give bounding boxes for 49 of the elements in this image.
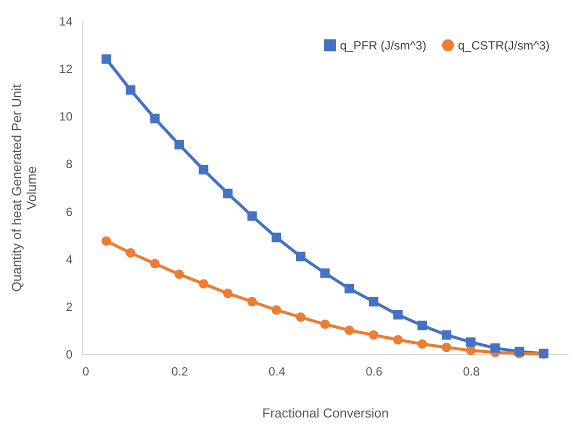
point bbox=[442, 342, 452, 352]
point bbox=[126, 85, 136, 95]
x-tick-label: 0.6 bbox=[366, 364, 383, 378]
y-tick-label: 14 bbox=[59, 14, 73, 28]
point bbox=[102, 236, 112, 246]
point bbox=[368, 296, 378, 306]
point bbox=[174, 270, 184, 280]
point bbox=[296, 252, 306, 262]
x-tick-label: 0.4 bbox=[268, 364, 286, 378]
point bbox=[272, 305, 282, 315]
point bbox=[223, 188, 233, 198]
y-tick-label: 12 bbox=[59, 62, 73, 76]
y-tick-label: 0 bbox=[66, 348, 73, 362]
point bbox=[393, 334, 403, 344]
x-tick-label: 0.2 bbox=[171, 364, 188, 378]
y-axis-title: Quantity of heat Generated Per Unit Volume bbox=[9, 84, 40, 292]
y-tick-label: 4 bbox=[66, 252, 73, 266]
point bbox=[174, 140, 184, 150]
legend-label: q_CSTR(J/sm^3) bbox=[458, 38, 550, 52]
point bbox=[344, 284, 354, 294]
x-tick-label: 0.8 bbox=[462, 364, 480, 378]
y-tick-label: 6 bbox=[66, 204, 73, 219]
legend-label: q_PFR (J/sm^3) bbox=[340, 38, 426, 52]
point bbox=[150, 258, 160, 268]
point bbox=[466, 337, 476, 347]
point bbox=[296, 312, 306, 322]
point bbox=[368, 330, 378, 340]
x-tick-label: 0 bbox=[82, 364, 90, 378]
point bbox=[198, 164, 208, 174]
point bbox=[126, 248, 136, 258]
y-tick-label: 2 bbox=[66, 300, 73, 314]
point bbox=[417, 339, 427, 349]
point bbox=[442, 330, 452, 340]
point bbox=[320, 268, 330, 278]
point bbox=[393, 310, 403, 320]
x-axis-title: Fractional Conversion bbox=[262, 406, 389, 420]
point bbox=[198, 279, 208, 289]
point bbox=[223, 288, 233, 298]
y-tick-label: 8 bbox=[66, 157, 73, 172]
point bbox=[150, 114, 160, 124]
point bbox=[247, 211, 257, 221]
point bbox=[490, 343, 500, 353]
y-tick-label: 10 bbox=[59, 110, 73, 124]
point bbox=[247, 296, 257, 306]
point bbox=[344, 325, 354, 335]
point bbox=[272, 232, 282, 242]
point bbox=[320, 320, 330, 329]
point bbox=[417, 320, 427, 330]
point bbox=[102, 54, 112, 64]
